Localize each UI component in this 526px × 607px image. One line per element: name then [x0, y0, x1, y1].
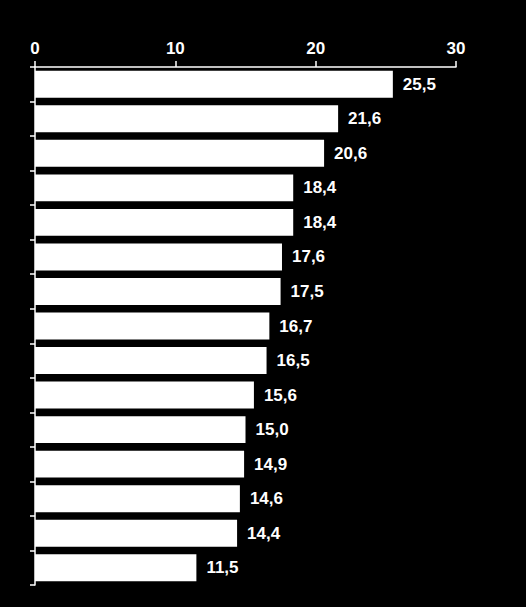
svg-text:16,7: 16,7: [279, 317, 312, 336]
svg-text:25,5: 25,5: [403, 75, 436, 94]
svg-text:0: 0: [30, 39, 39, 58]
svg-text:18,4: 18,4: [303, 213, 337, 232]
svg-text:17,5: 17,5: [291, 282, 324, 301]
svg-text:14,6: 14,6: [250, 489, 283, 508]
svg-text:15,0: 15,0: [256, 420, 289, 439]
svg-text:16,5: 16,5: [277, 351, 310, 370]
svg-text:10: 10: [166, 39, 185, 58]
svg-text:15,6: 15,6: [264, 386, 297, 405]
svg-text:30: 30: [447, 39, 466, 58]
svg-text:20,6: 20,6: [334, 144, 367, 163]
svg-text:20: 20: [306, 39, 325, 58]
svg-text:18,4: 18,4: [303, 178, 337, 197]
svg-text:14,4: 14,4: [247, 524, 281, 543]
svg-text:11,5: 11,5: [206, 558, 238, 577]
svg-text:17,6: 17,6: [292, 247, 325, 266]
svg-text:21,6: 21,6: [348, 109, 381, 128]
svg-text:14,9: 14,9: [254, 455, 287, 474]
